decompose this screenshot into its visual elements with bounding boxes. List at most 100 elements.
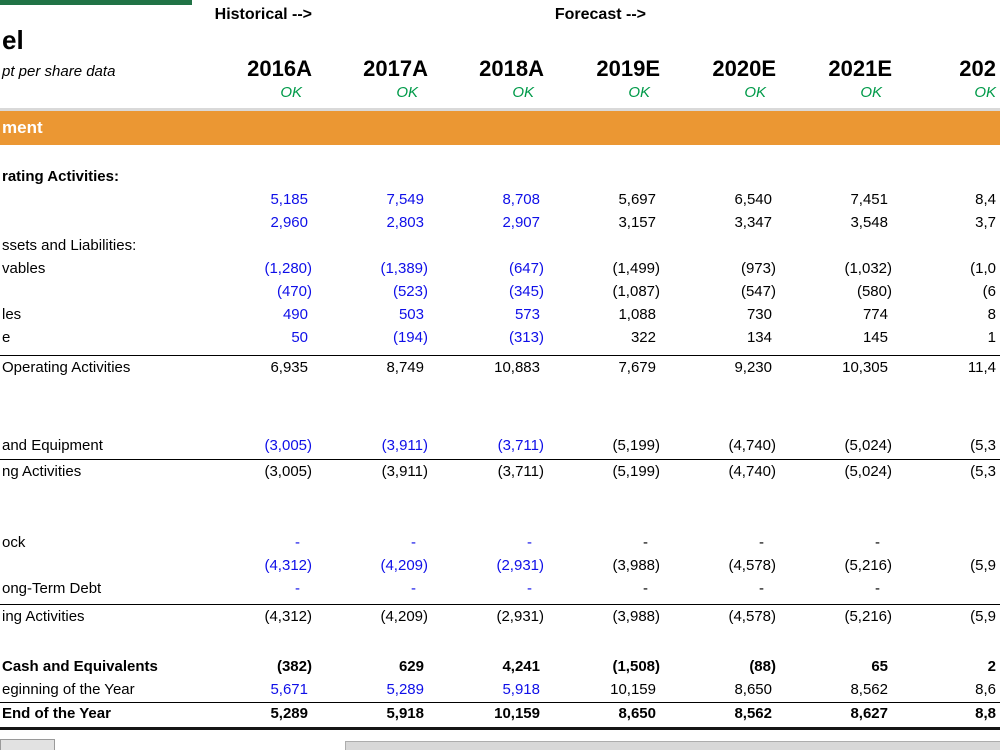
value-cell[interactable]: (5,216) (844, 557, 892, 574)
value-cell[interactable]: - (527, 534, 532, 551)
value-cell[interactable] (896, 577, 1000, 600)
row-label-cell[interactable] (0, 554, 200, 577)
value-cell[interactable]: (3,711) (497, 463, 544, 480)
value-cell[interactable]: (580) (856, 283, 892, 300)
row-label-cell[interactable]: rating Activities: (2, 168, 119, 185)
footer-button[interactable] (345, 741, 1000, 750)
value-cell[interactable]: (5,9 (970, 557, 996, 574)
value-cell[interactable]: (4,209) (380, 608, 428, 625)
value-cell[interactable]: 8,6 (975, 681, 996, 698)
value-cell[interactable]: 65 (871, 658, 888, 675)
value-cell[interactable]: 2 (987, 658, 996, 675)
ok-check-cell[interactable]: OK (512, 84, 534, 101)
value-cell[interactable]: 10,883 (494, 359, 540, 376)
value-cell[interactable]: (1,499) (612, 260, 660, 277)
value-cell[interactable]: 6,540 (734, 191, 772, 208)
row-label-cell[interactable]: vables (2, 260, 46, 277)
row-label-cell[interactable]: ng Activities (2, 463, 82, 480)
value-cell[interactable]: (345) (508, 283, 544, 300)
value-cell[interactable]: - (759, 580, 764, 597)
row-label-cell[interactable]: e (2, 329, 11, 346)
value-cell[interactable] (896, 531, 1000, 554)
value-cell[interactable]: 8,627 (850, 705, 888, 722)
value-cell[interactable]: (3,711) (497, 437, 544, 454)
value-cell[interactable]: (4,740) (728, 437, 776, 454)
value-cell[interactable]: 5,185 (270, 191, 308, 208)
value-cell[interactable]: (973) (740, 260, 776, 277)
value-cell[interactable]: - (527, 580, 532, 597)
value-cell[interactable]: - (295, 580, 300, 597)
value-cell[interactable]: 145 (862, 329, 888, 346)
row-label-cell[interactable]: and Equipment (2, 437, 103, 454)
value-cell[interactable]: 8,562 (734, 705, 772, 722)
value-cell[interactable]: 5,289 (386, 681, 424, 698)
value-cell[interactable]: 10,159 (494, 705, 540, 722)
value-cell[interactable]: 8,650 (618, 705, 656, 722)
value-cell[interactable]: 7,549 (386, 191, 424, 208)
value-cell[interactable]: 5,918 (502, 681, 540, 698)
value-cell[interactable]: (88) (749, 658, 776, 675)
value-cell[interactable]: 2,907 (502, 214, 540, 231)
ok-check-cell[interactable]: OK (628, 84, 650, 101)
value-cell[interactable]: (5,216) (844, 608, 892, 625)
value-cell[interactable]: 7,451 (850, 191, 888, 208)
year-header-cell[interactable]: 2017A (363, 56, 428, 81)
row-label-cell[interactable]: les (2, 306, 22, 323)
value-cell[interactable]: 490 (282, 306, 308, 323)
value-cell[interactable]: - (875, 580, 880, 597)
value-cell[interactable]: (5,024) (844, 437, 892, 454)
value-cell[interactable]: 3,7 (975, 214, 996, 231)
value-cell[interactable]: 7,679 (618, 359, 656, 376)
ok-check-cell[interactable]: OK (396, 84, 418, 101)
value-cell[interactable]: 4,241 (502, 658, 540, 675)
value-cell[interactable]: 10,305 (842, 359, 888, 376)
value-cell[interactable]: (1,389) (380, 260, 428, 277)
value-cell[interactable]: 9,230 (734, 359, 772, 376)
value-cell[interactable]: 2,803 (386, 214, 424, 231)
value-cell[interactable]: (1,280) (264, 260, 312, 277)
value-cell[interactable]: 5,671 (270, 681, 308, 698)
value-cell[interactable]: (5,199) (612, 463, 660, 480)
value-cell[interactable]: 8,4 (975, 191, 996, 208)
value-cell[interactable]: - (295, 534, 300, 551)
row-label-cell[interactable] (0, 211, 200, 234)
row-label-cell[interactable] (0, 188, 200, 211)
value-cell[interactable]: - (759, 534, 764, 551)
value-cell[interactable]: 11,4 (967, 359, 996, 376)
value-cell[interactable]: 2,960 (270, 214, 308, 231)
row-label-cell[interactable]: ock (2, 534, 26, 551)
year-header-cell[interactable]: 202 (959, 56, 996, 81)
value-cell[interactable]: (647) (508, 260, 544, 277)
value-cell[interactable]: 5,697 (618, 191, 656, 208)
value-cell[interactable]: 1,088 (618, 306, 656, 323)
ok-check-cell[interactable]: OK (974, 84, 996, 101)
row-label-cell[interactable]: End of the Year (2, 705, 111, 722)
value-cell[interactable]: (313) (508, 329, 544, 346)
value-cell[interactable]: 8 (987, 306, 996, 323)
value-cell[interactable]: (2,931) (496, 557, 544, 574)
year-header-cell[interactable]: 2016A (247, 56, 312, 81)
row-label-cell[interactable]: eginning of the Year (2, 681, 135, 698)
value-cell[interactable]: 5,289 (270, 705, 308, 722)
value-cell[interactable]: 3,157 (618, 214, 656, 231)
row-label-cell[interactable]: Cash and Equivalents (2, 658, 158, 675)
value-cell[interactable]: (1,0 (970, 260, 996, 277)
value-cell[interactable]: 10,159 (610, 681, 656, 698)
value-cell[interactable]: 8,708 (502, 191, 540, 208)
value-cell[interactable]: 774 (862, 306, 888, 323)
value-cell[interactable]: (382) (276, 658, 312, 675)
value-cell[interactable]: 8,8 (975, 705, 996, 722)
value-cell[interactable]: 503 (398, 306, 424, 323)
value-cell[interactable]: (3,988) (612, 557, 660, 574)
value-cell[interactable]: (3,911) (381, 463, 428, 480)
value-cell[interactable]: 1 (987, 329, 996, 346)
value-cell[interactable]: - (411, 534, 416, 551)
value-cell[interactable]: (3,005) (264, 437, 312, 454)
value-cell[interactable]: (1,032) (844, 260, 892, 277)
value-cell[interactable]: - (643, 580, 648, 597)
footer-button[interactable] (0, 739, 55, 750)
value-cell[interactable]: (4,312) (264, 557, 312, 574)
value-cell[interactable]: (3,911) (381, 437, 428, 454)
value-cell[interactable]: 629 (398, 658, 424, 675)
value-cell[interactable]: (5,3 (970, 463, 996, 480)
